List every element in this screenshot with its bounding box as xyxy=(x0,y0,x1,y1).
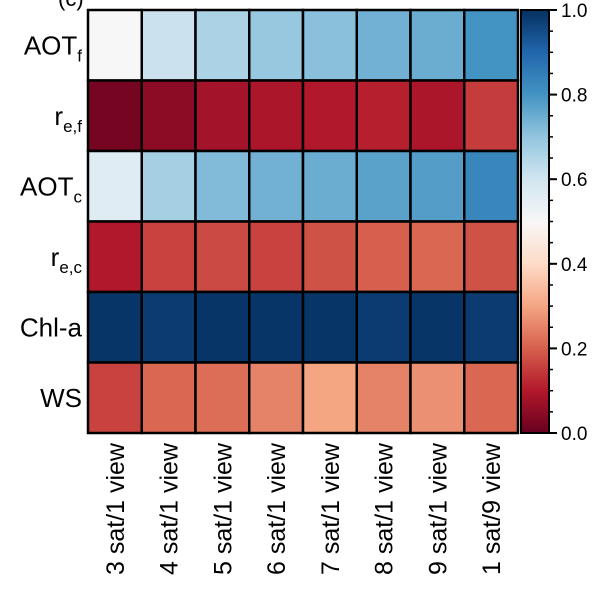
row-label: re,f xyxy=(54,101,82,136)
column-label: 7 sat/1 view xyxy=(317,442,345,575)
heatmap-cell xyxy=(355,361,412,435)
heatmap-cell xyxy=(301,220,358,294)
heatmap-cell xyxy=(140,149,197,223)
heatmap-cell xyxy=(140,220,197,294)
colorbar-tick-label: 0.8 xyxy=(561,86,587,107)
heatmap-cell xyxy=(409,8,466,82)
heatmap-cell xyxy=(463,79,520,153)
column-label: 5 sat/1 view xyxy=(209,442,237,575)
heatmap-cell xyxy=(355,149,412,223)
heatmap-cell xyxy=(194,361,251,435)
heatmap-cell xyxy=(194,220,251,294)
heatmap-cell xyxy=(140,8,197,82)
heatmap-cell xyxy=(194,290,251,364)
heatmap-cell xyxy=(140,290,197,364)
row-label: AOTc xyxy=(20,171,82,206)
row-label: WS xyxy=(40,383,82,413)
colorbar-tick-label: 0.2 xyxy=(561,339,587,360)
heatmap-cell xyxy=(301,79,358,153)
heatmap-cell xyxy=(86,149,143,223)
heatmap-cell xyxy=(86,220,143,294)
column-label: 9 sat/1 view xyxy=(424,442,452,575)
column-label: 3 sat/1 view xyxy=(102,442,130,575)
heatmap-cell xyxy=(409,79,466,153)
heatmap-cell xyxy=(301,361,358,435)
heatmap-cell xyxy=(463,149,520,223)
row-label: AOTf xyxy=(24,30,82,65)
panel-label: (c) xyxy=(58,0,84,11)
heatmap-cell xyxy=(86,8,143,82)
colorbar-tick-label: 0.0 xyxy=(561,424,587,445)
heatmap-cell xyxy=(248,149,305,223)
column-label: 8 sat/1 view xyxy=(371,442,399,575)
colorbar-tick-label: 0.6 xyxy=(561,170,587,191)
heatmap-cell xyxy=(355,79,412,153)
heatmap-cell xyxy=(194,149,251,223)
colorbar-ticks: 0.0 0.2 0.4 0.6 0.8 1.0 xyxy=(549,1,588,445)
column-label: 1 sat/9 view xyxy=(478,442,506,575)
heatmap-cell xyxy=(140,361,197,435)
heatmap-cell xyxy=(248,290,305,364)
heatmap-cell xyxy=(248,79,305,153)
heatmap-cell xyxy=(248,220,305,294)
heatmap-cell xyxy=(86,290,143,364)
heatmap-cell xyxy=(463,361,520,435)
column-label: 4 sat/1 view xyxy=(156,442,184,575)
heatmap-cell xyxy=(355,220,412,294)
row-label: re,c xyxy=(51,242,83,277)
heatmap-cell xyxy=(248,8,305,82)
heatmap-cell xyxy=(86,79,143,153)
heatmap-cell xyxy=(194,8,251,82)
heatmap-cell xyxy=(86,361,143,435)
column-labels: 3 sat/1 view 4 sat/1 view 5 sat/1 view 6 sa… xyxy=(102,442,506,575)
heatmap-cell xyxy=(194,79,251,153)
heatmap-cell xyxy=(301,290,358,364)
column-label: 6 sat/1 view xyxy=(263,442,291,575)
colorbar-tick-label: 0.4 xyxy=(561,255,588,276)
heatmap-cell xyxy=(301,149,358,223)
colorbar-tick-label: 1.0 xyxy=(561,1,587,22)
heatmap-cell xyxy=(409,149,466,223)
heatmap-cell xyxy=(409,220,466,294)
colorbar xyxy=(520,9,550,434)
heatmap-cell xyxy=(355,8,412,82)
heatmap-cell xyxy=(301,8,358,82)
heatmap-cell xyxy=(140,79,197,153)
heatmap-cell xyxy=(248,361,305,435)
heatmap-cell xyxy=(409,361,466,435)
heatmap-cell xyxy=(463,220,520,294)
heatmap-cell xyxy=(409,290,466,364)
heatmap-cell xyxy=(463,8,520,82)
row-labels: AOTf re,f AOTc re,c Chl-a WS xyxy=(20,30,83,413)
heatmap-cell xyxy=(355,290,412,364)
heatmap-cell xyxy=(463,290,520,364)
row-label: Chl-a xyxy=(20,312,83,342)
heatmap-cells xyxy=(86,8,520,435)
